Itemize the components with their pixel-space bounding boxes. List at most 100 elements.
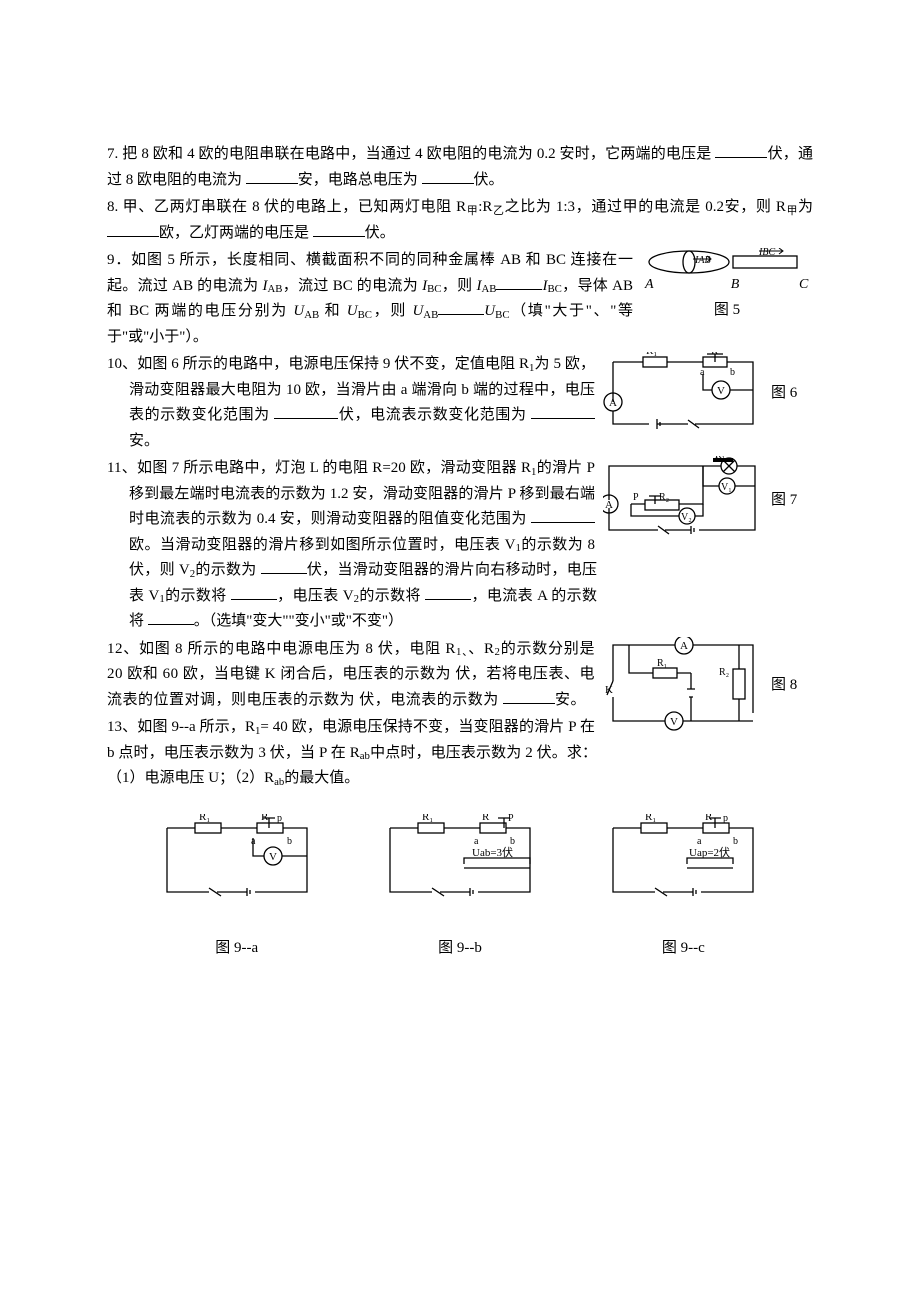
sub: 1	[159, 593, 164, 605]
q10-a: 10、如图 6 所示的电路中，电源电压保持 9 伏不变，定值电阻 R	[107, 356, 529, 372]
q12-a: 12、如图 8 所示的电路中电源电压为 8 伏，电阻 R	[107, 641, 456, 657]
q8-a2: :R	[478, 199, 492, 215]
q7-text: 7. 把 8 欧和 4 欧的电阻串联在电路中，当通过 4 欧电阻的电流为 0.2…	[107, 142, 813, 193]
figure-9-row: R₁ R p a b V 图 9--a R₁ R P	[107, 814, 813, 962]
q11-text: 11、如图 7 所示电路中，灯泡 L 的电阻 R=20 欧，滑动变阻器 R1的滑…	[107, 456, 813, 635]
q11-b: 欧。当滑动变阻器的滑片移到如图所示位置时，电压表 V	[129, 537, 515, 553]
b: b	[287, 836, 292, 847]
q7-part-d: 伏。	[474, 172, 504, 188]
figure-9b: R₁ R P a b Uab=3伏 图 9--b	[380, 814, 540, 962]
uab: U	[293, 303, 304, 319]
blank	[503, 689, 555, 703]
blank	[438, 301, 484, 315]
blank	[496, 275, 542, 289]
fig9a-svg: R₁ R p a b V	[157, 814, 317, 904]
q8-a: 8. 甲、乙两灯串联在 8 伏的电路上，已知两灯电阻 R	[107, 199, 466, 215]
question-12: 12、如图 8 所示的电路中电源电压为 8 伏，电阻 R1、、R2的示数分别是 …	[107, 637, 813, 714]
fig9b-svg: R₁ R P a b Uab=3伏	[380, 814, 540, 904]
q13-text: 13、如图 9--a 所示，R1= 40 欧，电源电压保持不变，当变阻器的滑片 …	[107, 715, 813, 792]
sub: 1	[255, 725, 260, 737]
question-7: 7. 把 8 欧和 4 欧的电阻串联在电路中，当通过 4 欧电阻的电流为 0.2…	[107, 142, 813, 193]
sub: 甲	[466, 205, 478, 217]
blank	[422, 169, 474, 183]
q13-a4: 的最大值。	[284, 770, 359, 786]
a: a	[697, 836, 702, 847]
blank	[274, 405, 338, 419]
fig9c-caption: 图 9--c	[603, 932, 763, 962]
sub: 2	[190, 568, 195, 580]
question-11: 11、如图 7 所示电路中，灯泡 L 的电阻 R=20 欧，滑动变阻器 R1的滑…	[107, 456, 813, 635]
q8-b: 欧，乙灯两端的电压是	[159, 225, 309, 241]
q8-text: 8. 甲、乙两灯串联在 8 伏的电路上，已知两灯电阻 R甲:R乙之比为 1:3，…	[107, 195, 813, 246]
a: a	[474, 836, 479, 847]
sub: BC	[495, 309, 509, 321]
question-13: 13、如图 9--a 所示，R1= 40 欧，电源电压保持不变，当变阻器的滑片 …	[107, 715, 813, 792]
sub: 1	[515, 542, 520, 554]
uap: Uap=2伏	[689, 845, 730, 859]
blank	[107, 222, 159, 236]
fig9c-svg: R₁ R p a b Uap=2伏	[603, 814, 763, 904]
q8-a4: 为	[798, 199, 813, 215]
figure-9c: R₁ R p a b Uap=2伏 图 9--c	[603, 814, 763, 962]
P: P	[508, 814, 514, 824]
q9-text: 9．如图 5 所示，长度相同、横截面积不同的同种金属棒 AB 和 BC 连接在一…	[107, 248, 813, 350]
question-10: 10、如图 6 所示的电路中，电源电压保持 9 伏不变，定值电阻 R1为 5 欧…	[107, 352, 813, 454]
sub: ab	[274, 776, 284, 788]
r: R	[705, 814, 713, 823]
ubc2: U	[484, 303, 495, 319]
q7-part-c: 安，电路总电压为	[298, 172, 418, 188]
r1: R₁	[645, 814, 656, 823]
question-8: 8. 甲、乙两灯串联在 8 伏的电路上，已知两灯电阻 R甲:R乙之比为 1:3，…	[107, 195, 813, 246]
blank	[715, 144, 767, 158]
q10-c: 安。	[129, 433, 159, 449]
sub: AB	[423, 309, 438, 321]
sub: 1、	[456, 646, 468, 658]
q9-b: ，流过 BC 的电流为	[282, 278, 422, 294]
q7-part-a: 7. 把 8 欧和 4 欧的电阻串联在电路中，当通过 4 欧电阻的电流为 0.2…	[107, 146, 711, 162]
blank	[313, 222, 365, 236]
sub: BC	[427, 283, 441, 295]
q11-f: 。（选填"变大""变小"或"不变"）	[194, 613, 403, 629]
p: p	[277, 814, 282, 824]
blank	[246, 169, 298, 183]
r1: R₁	[422, 814, 433, 823]
q11-c2: 的示数将	[165, 588, 227, 604]
sub: 1	[531, 466, 536, 478]
q9-c: ，则	[441, 278, 472, 294]
q10-text: 10、如图 6 所示的电路中，电源电压保持 9 伏不变，定值电阻 R1为 5 欧…	[107, 352, 813, 454]
sub: AB	[481, 283, 496, 295]
b: b	[733, 836, 738, 847]
r1: R₁	[199, 814, 210, 823]
sub: 乙	[492, 205, 504, 217]
uab2: U	[412, 303, 423, 319]
ubc: U	[347, 303, 358, 319]
q8-c: 伏。	[365, 225, 395, 241]
question-9: 9．如图 5 所示，长度相同、横截面积不同的同种金属棒 AB 和 BC 连接在一…	[107, 248, 813, 350]
sub: 2	[495, 646, 501, 658]
q12-text: 12、如图 8 所示的电路中电源电压为 8 伏，电阻 R1、、R2的示数分别是 …	[107, 637, 813, 714]
sub: BC	[358, 309, 372, 321]
q9-e: 和	[319, 303, 347, 319]
blank	[148, 611, 194, 625]
fig9a-caption: 图 9--a	[157, 932, 317, 962]
q13-a: 13、如图 9--a 所示，R	[107, 719, 255, 735]
blank	[531, 405, 595, 419]
sub: BC	[547, 283, 561, 295]
r: R	[261, 814, 269, 823]
blank	[531, 509, 595, 523]
b: b	[510, 836, 515, 847]
sub: 1	[529, 362, 534, 374]
figure-9a: R₁ R p a b V 图 9--a	[157, 814, 317, 962]
q11-d2: 的示数将	[359, 588, 421, 604]
q11-a: 11、如图 7 所示电路中，灯泡 L 的电阻 R=20 欧，滑动变阻器 R	[107, 460, 531, 476]
sub: AB	[304, 309, 319, 321]
V: V	[269, 851, 277, 863]
r: R	[482, 814, 490, 823]
a: a	[251, 836, 256, 847]
blank	[261, 560, 307, 574]
q11-b3: 的示数为	[195, 562, 256, 578]
q12-a2: 、R	[468, 641, 494, 657]
sub: ab	[360, 750, 370, 762]
uab: Uab=3伏	[472, 845, 513, 859]
q9-f: ，则	[372, 303, 407, 319]
